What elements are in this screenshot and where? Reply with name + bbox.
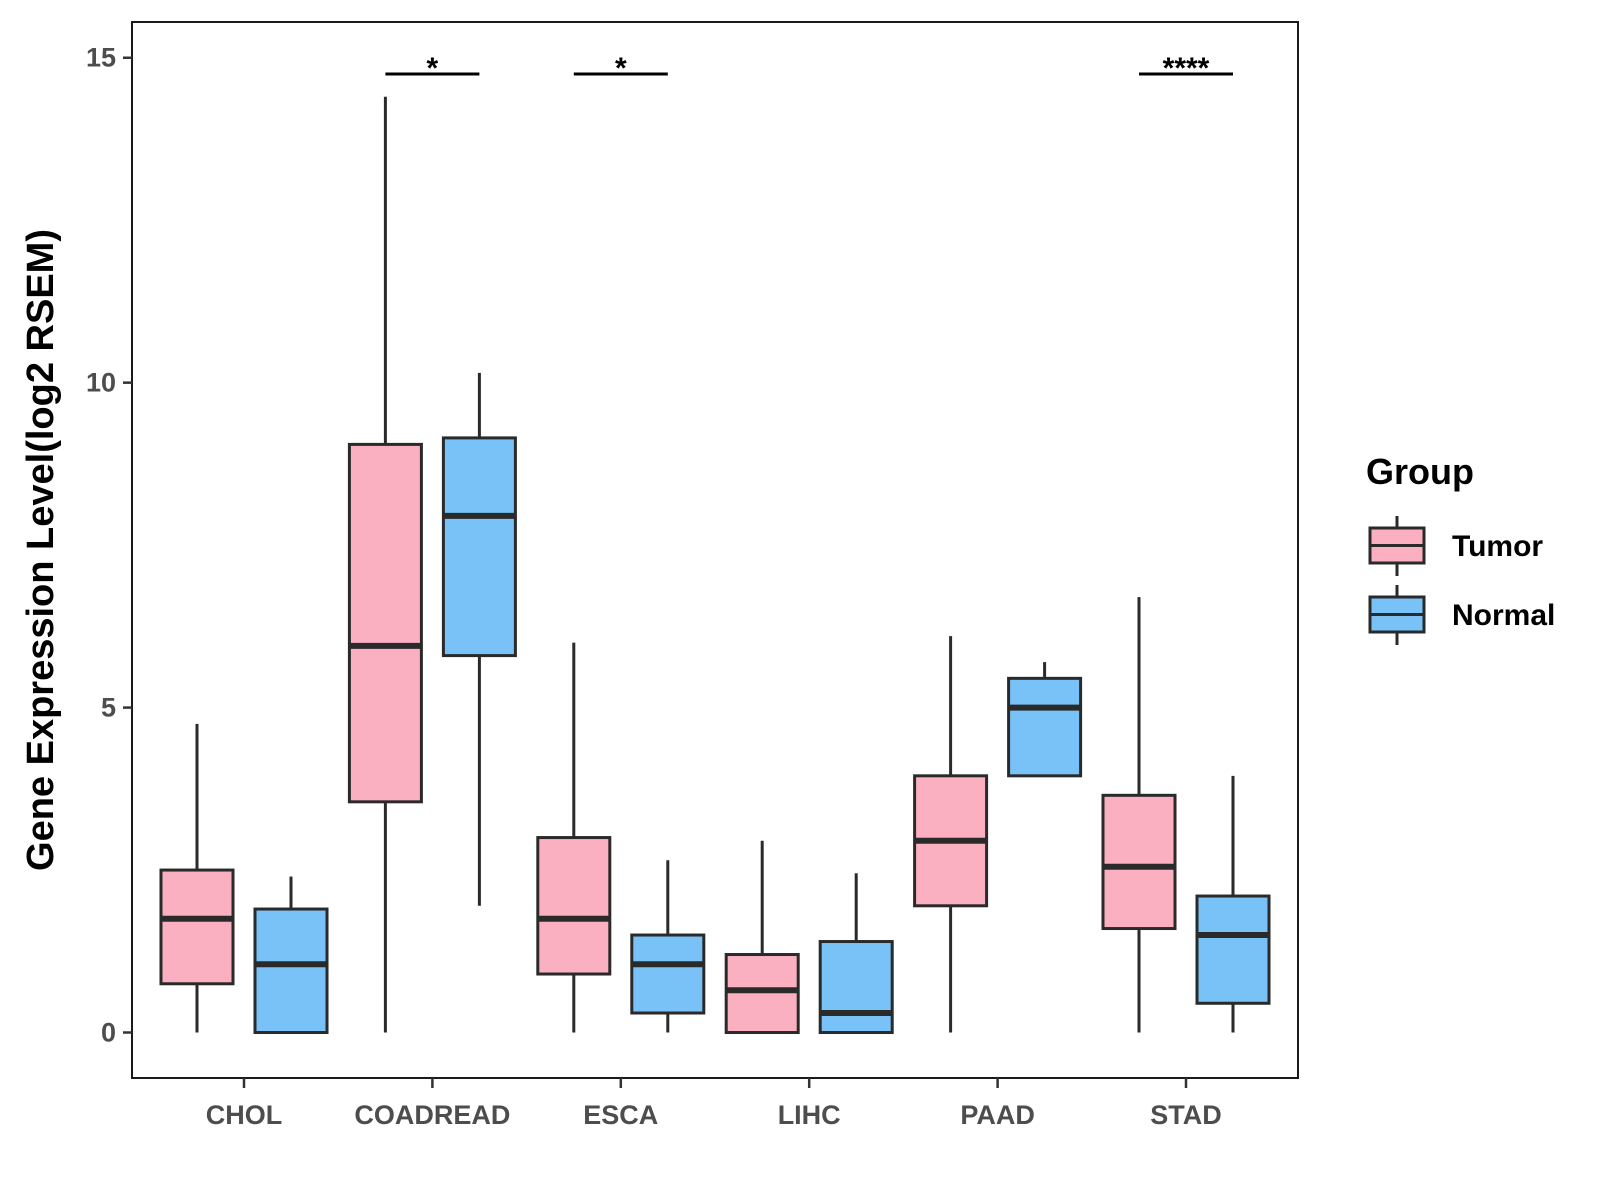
significance-label: * [427, 52, 439, 85]
box-normal-stad [1195, 775, 1271, 1033]
y-tick-label: 15 [86, 43, 116, 73]
box-body [536, 836, 612, 976]
box-body [1007, 676, 1083, 778]
box-tumor-paad [913, 636, 989, 1033]
box-body [441, 436, 517, 658]
significance-label: * [615, 52, 627, 85]
y-axis-title: Gene Expression Level(log2 RSEM) [20, 229, 62, 871]
significance-label: **** [1163, 52, 1210, 85]
box-tumor-coadread [347, 96, 423, 1033]
box-normal-lihc [818, 873, 894, 1035]
box-body [1101, 793, 1177, 931]
x-tick-label: ESCA [583, 1100, 658, 1130]
box-body [630, 933, 706, 1015]
legend: Group Tumor Normal [1366, 451, 1555, 645]
box-body [724, 953, 800, 1035]
legend-title: Group [1366, 451, 1474, 492]
box-normal-coadread [441, 372, 517, 906]
box-normal-chol [253, 876, 329, 1035]
y-tick-label: 0 [101, 1018, 116, 1048]
box-body [347, 442, 423, 804]
box-body [253, 907, 329, 1035]
x-tick-label: COADREAD [354, 1100, 510, 1130]
x-tick-label: STAD [1150, 1100, 1222, 1130]
box-tumor-chol [159, 723, 235, 1033]
box-tumor-stad [1101, 597, 1177, 1033]
legend-entry-label: Normal [1452, 599, 1555, 632]
box-normal-esca [630, 860, 706, 1033]
legend-key-tumor [1368, 516, 1426, 576]
box-tumor-esca [536, 642, 612, 1033]
y-tick-label: 5 [101, 693, 116, 723]
x-tick-label: CHOL [206, 1100, 283, 1130]
x-tick-label: PAAD [960, 1100, 1035, 1130]
x-tick-label: LIHC [778, 1100, 841, 1130]
box-body [818, 940, 894, 1035]
box-body [159, 868, 235, 986]
y-tick-label: 10 [86, 368, 116, 398]
box-tumor-lihc [724, 840, 800, 1035]
box-normal-paad [1007, 662, 1083, 778]
legend-key-normal [1368, 585, 1426, 645]
box-body [1195, 894, 1271, 1005]
plot-panel-border [131, 21, 1299, 1079]
legend-entry-label: Tumor [1452, 530, 1543, 563]
